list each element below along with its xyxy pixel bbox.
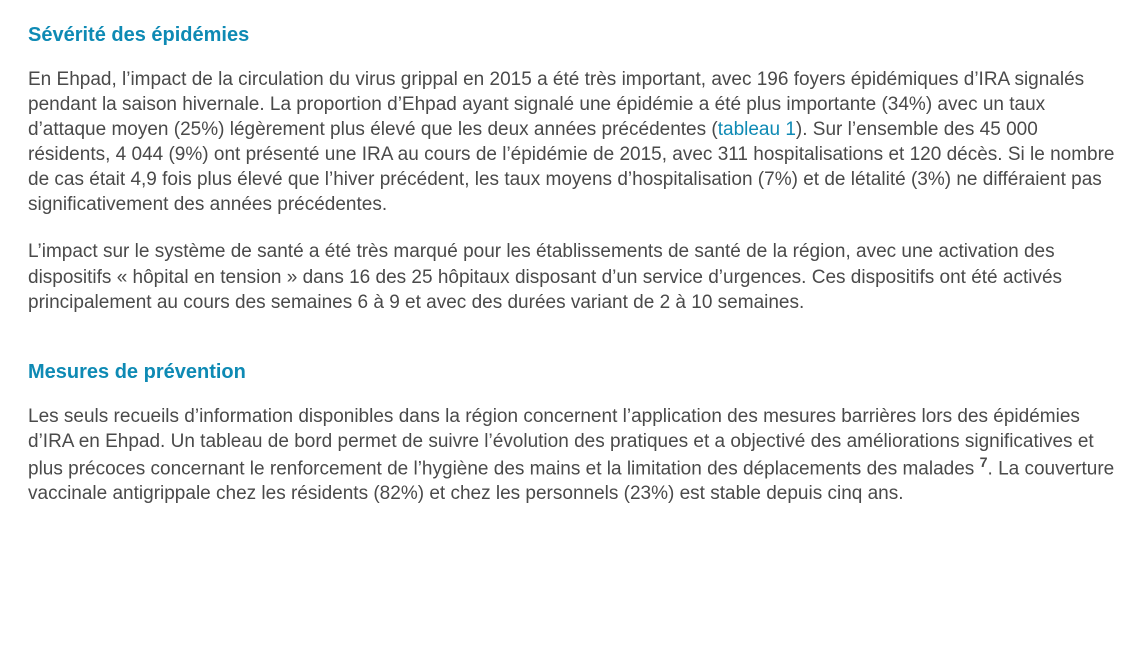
paragraph-severite-2: L’impact sur le système de santé a été t… <box>28 239 1120 314</box>
text-run: Les seuls recueils d’information disponi… <box>28 406 1094 479</box>
text-run: L’impact sur le système de santé a été t… <box>28 241 1062 312</box>
section-heading-mesures: Mesures de prévention <box>28 361 1120 384</box>
link-tableau-1[interactable]: tableau 1 <box>718 119 796 140</box>
reference-superscript-7: 7 <box>980 455 988 471</box>
paragraph-mesures-1: Les seuls recueils d’information disponi… <box>28 404 1120 507</box>
section-heading-severite: Sévérité des épidémies <box>28 24 1120 47</box>
paragraph-severite-1: En Ehpad, l’impact de la circulation du … <box>28 67 1120 217</box>
